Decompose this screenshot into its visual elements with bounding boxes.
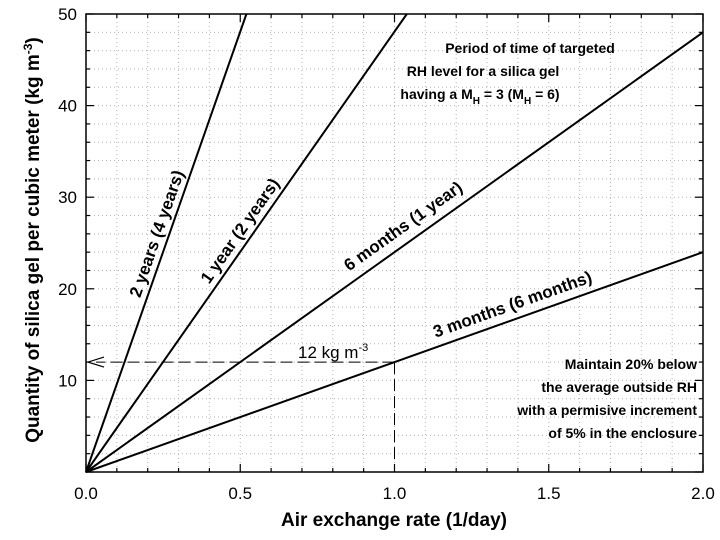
maintain-line-1: Maintain 20% below: [565, 356, 697, 372]
maintain-annotation: Maintain 20% below the average outside R…: [516, 356, 697, 441]
series-label-3: 6 months (1 year): [340, 178, 466, 275]
y-tick-label: 30: [58, 188, 77, 207]
period-line-1: Period of time of targeted: [445, 40, 615, 56]
y-tick-label: 10: [58, 371, 77, 390]
y-tick-label: 40: [58, 97, 77, 116]
x-tick-label: 1.0: [383, 484, 407, 503]
ticks: [85, 13, 704, 473]
series-label-4: 3 months (6 months): [431, 268, 595, 342]
tick-labels: 0.0 0.5 1.0 1.5 2.0 10 20 30 40 50: [58, 5, 715, 503]
period-annotation: Period of time of targeted RH level for …: [400, 40, 614, 107]
period-line-2: RH level for a silica gel: [407, 63, 560, 79]
x-tick-label: 0.5: [228, 484, 252, 503]
period-line-3: having a MH = 3 (MH = 6): [400, 86, 559, 107]
y-tick-label: 20: [58, 280, 77, 299]
x-axis-title: Air exchange rate (1/day): [281, 510, 507, 531]
series-line-3: [85, 31, 704, 473]
maintain-line-4: of 5% in the enclosure: [548, 425, 697, 441]
maintain-line-3: with a permisive increment: [516, 402, 697, 418]
x-tick-label: 0.0: [74, 484, 98, 503]
x-tick-label: 2.0: [691, 484, 715, 503]
x-tick-label: 1.5: [537, 484, 561, 503]
series-line-2: [85, 13, 408, 473]
y-tick-label: 50: [58, 5, 77, 24]
series-line-1: [85, 13, 248, 473]
y-axis-title: Quantity of silica gel per cubic meter (…: [21, 37, 44, 443]
reference-label: 12 kg m-3: [298, 342, 368, 362]
maintain-line-2: the average outside RH: [541, 379, 697, 395]
